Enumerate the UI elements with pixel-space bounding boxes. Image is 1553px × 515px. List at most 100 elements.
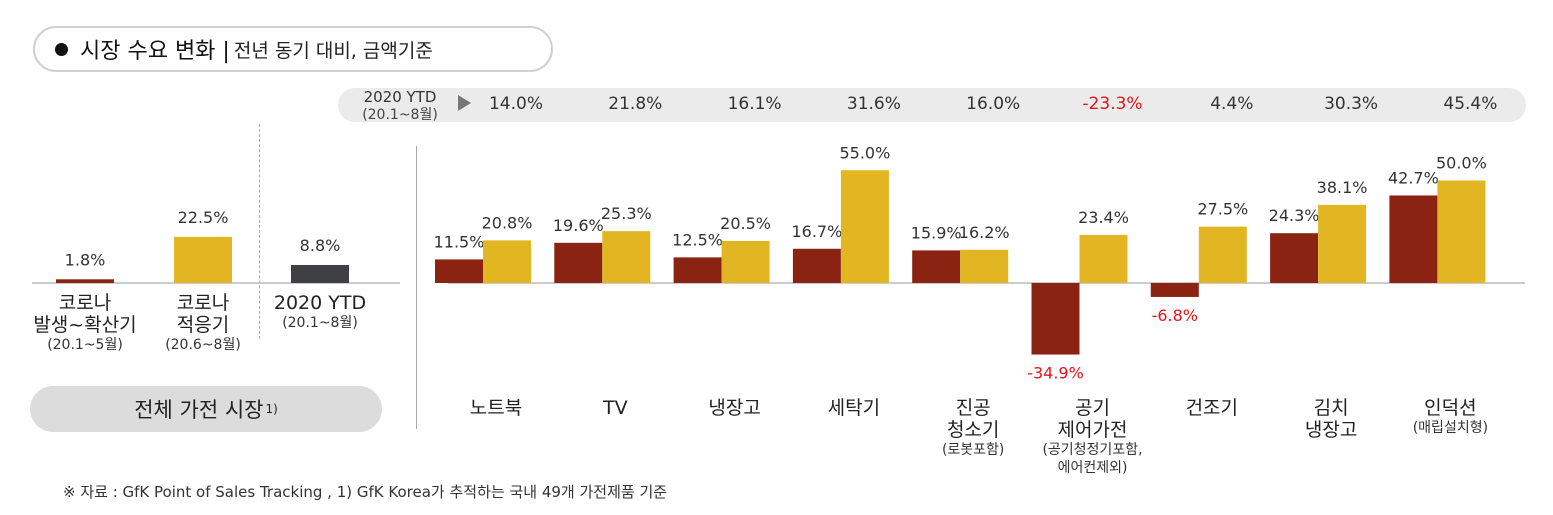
category-label: 노트북 [406, 397, 586, 419]
category-label-line: 2020 YTD [273, 292, 367, 314]
category-label-line: 건조기 [1185, 397, 1239, 419]
category-label-line: 냉장고 [1304, 419, 1358, 441]
overall-bar-value-label: 8.8% [300, 236, 341, 255]
category-bar [721, 240, 770, 283]
chart-title-pill: 시장 수요 변화 | 전년 동기 대비, 금액기준 [33, 26, 553, 72]
ytd-strip [338, 88, 1526, 122]
category-bar [554, 242, 603, 283]
category-label-line: (20.1~8월) [282, 315, 358, 331]
category-bar [602, 231, 651, 283]
category-bar [840, 170, 889, 283]
category-label-line: 제어가전 [1057, 419, 1128, 441]
category-bar-value-label: 42.7% [1388, 168, 1439, 187]
category-label-line: 냉장고 [708, 397, 761, 419]
category-label: 김치 냉장고 [1241, 397, 1421, 441]
category-label-line: 세탁기 [827, 397, 881, 419]
dashed-separator [259, 124, 260, 339]
category-label-line: (20.6~8월) [165, 337, 241, 353]
category-bar-value-label: 50.0% [1436, 154, 1487, 173]
category-bar-value-label: 15.9% [911, 223, 962, 242]
panel-divider [416, 146, 417, 429]
category-bar-value-label: 23.4% [1078, 208, 1129, 227]
category-label-line: 발생~확산기 [33, 314, 137, 336]
category-label-line: TV [602, 397, 628, 419]
source-footnote: ※ 자료 : GfK Point of Sales Tracking , 1) … [63, 483, 668, 501]
category-bar-value-label: 12.5% [672, 230, 723, 249]
overall-category-label: 코로나 발생~확산기 (20.1~5월) [0, 292, 175, 354]
category-label-line: (로봇포함) [941, 442, 1005, 458]
overall-bar-value-label: 1.8% [65, 250, 106, 269]
category-label-line: 코로나 [58, 292, 112, 314]
ytd-value: 45.4% [1443, 94, 1498, 114]
category-bar-value-label: -34.9% [1027, 364, 1084, 383]
category-label-line: 코로나 [176, 292, 230, 314]
category-label-line: 노트북 [469, 397, 523, 419]
overall-category-label: 코로나 적응기 (20.6~8월) [113, 292, 293, 354]
category-bar-value-label: 55.0% [839, 143, 890, 162]
overall-bar [56, 279, 114, 283]
category-bar-value-label: 11.5% [434, 232, 485, 251]
category-label-line: 청소기 [946, 419, 1000, 441]
category-bar [1031, 283, 1080, 355]
category-bar [1198, 226, 1247, 283]
overall-category-label: 2020 YTD (20.1~8월) [230, 292, 410, 332]
category-bar-value-label: 38.1% [1317, 178, 1368, 197]
category-bar [912, 250, 961, 283]
category-label-line: (20.1~5월) [47, 337, 123, 353]
category-bar-value-label: 20.5% [720, 214, 771, 233]
category-bar-value-label: 19.6% [553, 216, 604, 235]
ytd-value: 4.4% [1210, 94, 1254, 114]
category-bar [1318, 204, 1367, 283]
overall-market-footnote-ref: 1) [265, 402, 278, 416]
category-label: 건조기 [1122, 397, 1302, 419]
ytd-value: -23.3% [1082, 94, 1143, 114]
category-label: 세탁기 [764, 397, 944, 419]
ytd-value: 30.3% [1324, 94, 1379, 114]
category-bar-value-label: 27.5% [1197, 200, 1248, 219]
category-bar [673, 257, 722, 283]
ytd-value: 31.6% [846, 94, 901, 114]
category-label: TV [525, 397, 705, 419]
ytd-value: 16.1% [727, 94, 782, 114]
overall-bar-value-label: 22.5% [178, 208, 229, 227]
category-bar-value-label: 16.2% [959, 223, 1010, 242]
ytd-value: 14.0% [488, 94, 543, 114]
category-bar-value-label: 25.3% [601, 204, 652, 223]
ytd-label-line2: (20.1~8월) [362, 107, 438, 123]
category-bar [435, 259, 483, 283]
category-bar [1150, 283, 1199, 297]
category-label: 공기 제어가전 (공기청정기포함, 에어컨제외) [1003, 397, 1183, 477]
overall-bar [291, 264, 349, 283]
category-label-line: 김치 [1313, 397, 1349, 419]
ytd-value: 16.0% [966, 94, 1021, 114]
category-label-line: (매립설치형) [1412, 420, 1489, 436]
category-label-line: 공기 [1075, 397, 1110, 419]
category-label-line: 적응기 [176, 314, 230, 336]
bullet-icon [55, 42, 68, 56]
category-bar-value-label: 16.7% [791, 222, 842, 241]
category-label-line: (공기청정기포함, [1042, 442, 1143, 458]
category-bar [1389, 195, 1438, 283]
chart-subtitle: 전년 동기 대비, 금액기준 [233, 39, 433, 62]
category-bar-value-label: -6.8% [1152, 306, 1198, 325]
category-bar-value-label: 20.8% [482, 213, 533, 232]
category-label: 냉장고 [645, 397, 825, 419]
ytd-value: 21.8% [608, 94, 663, 114]
category-label: 진공 청소기 (로봇포함) [883, 397, 1063, 459]
category-label-line: 진공 [955, 397, 991, 419]
overall-market-label: 전체 가전 시장 [134, 398, 264, 422]
category-label: 인덕션 (매립설치형) [1360, 397, 1540, 437]
ytd-label: 2020 YTD (20.1~8월) [345, 88, 455, 124]
overall-bar [174, 236, 232, 283]
play-arrow-icon [458, 95, 471, 111]
category-label-line: 에어컨제외) [1057, 460, 1128, 476]
category-bar [483, 240, 531, 283]
category-bar [792, 248, 841, 283]
chart-title: 시장 수요 변화 | [80, 39, 230, 64]
category-bar-value-label: 24.3% [1269, 206, 1320, 225]
category-bar [1437, 180, 1486, 283]
category-bar [1270, 233, 1319, 283]
ytd-label-line1: 2020 YTD [363, 88, 437, 106]
category-bar [960, 249, 1009, 283]
